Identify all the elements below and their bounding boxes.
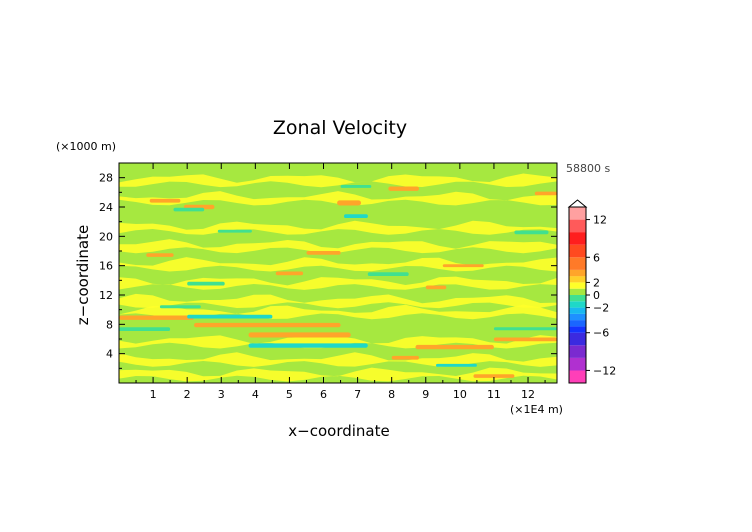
x-axis-label: x−coordinate [288, 422, 389, 440]
colorbar-swatch [569, 301, 586, 308]
field-feature-band [275, 271, 304, 276]
y-axis-label: z−coordinate [74, 225, 92, 325]
field-feature-band [425, 285, 447, 290]
chart-title: Zonal Velocity [273, 117, 407, 139]
field-feature-band [194, 322, 341, 328]
colorbar-swatch [569, 244, 586, 258]
field-stratum [119, 220, 557, 235]
colorbar-swatch [569, 269, 586, 277]
colorbar-swatch [569, 357, 586, 371]
x-tick-label: 4 [252, 388, 259, 401]
field-stratum [119, 304, 557, 320]
plot-frame [118, 162, 558, 384]
field-stratum [119, 293, 557, 309]
field-stratum [119, 367, 557, 382]
y-unit-label: (×1000 m) [56, 140, 116, 153]
time-label: 58800 s [566, 162, 610, 175]
field-feature-band [159, 305, 201, 309]
colorbar-tick-label: 12 [593, 214, 607, 227]
colorbar-swatch [569, 219, 586, 233]
field-feature-band [146, 253, 174, 257]
field-feature-band [187, 314, 273, 319]
colorbar-tick-label: 0 [593, 289, 600, 302]
x-tick-label: 12 [521, 388, 535, 401]
colorbar-swatch [569, 332, 586, 346]
x-tick-label: 7 [354, 388, 361, 401]
field-stratum [119, 352, 557, 367]
colorbar-swatch [569, 232, 586, 245]
field-feature-band [473, 374, 515, 378]
y-tick-label: 4 [106, 348, 113, 361]
colorbar-tick-label: 2 [593, 276, 600, 289]
x-unit-label: (×1E4 m) [510, 403, 563, 416]
colorbar-tick-label: −6 [593, 327, 609, 340]
field-feature-band [514, 230, 549, 235]
colorbar-tick-label: 6 [593, 251, 600, 264]
colorbar-extend-arrow [567, 199, 588, 208]
field-feature-band [217, 229, 252, 233]
x-tick-label: 9 [422, 388, 429, 401]
y-tick-label: 28 [99, 172, 113, 185]
field-feature-band [149, 198, 181, 203]
field-feature-band [187, 281, 225, 286]
field-feature-band [344, 214, 368, 218]
colorbar-swatch [569, 307, 586, 314]
field-feature-band [534, 191, 557, 196]
colorbar-swatch [569, 276, 586, 283]
x-tick-label: 1 [150, 388, 157, 401]
x-tick-label: 11 [487, 388, 501, 401]
x-axis: 1 2 3 4 5 6 7 8 9 10 11 12 [135, 163, 546, 401]
colorbar-swatch [569, 320, 586, 327]
field-feature-band [493, 327, 557, 331]
field-feature-band [493, 337, 557, 342]
field-feature-band [340, 185, 372, 188]
y-axis: 4 8 12 16 20 24 28 [99, 172, 557, 369]
field-stratum [119, 239, 557, 254]
field-feature-band [173, 207, 205, 212]
field-stratum [119, 335, 557, 349]
x-tick-label: 8 [388, 388, 395, 401]
colorbar-swatch [569, 370, 586, 383]
x-tick-label: 2 [184, 388, 191, 401]
y-tick-label: 12 [99, 289, 113, 302]
field-feature-band [442, 264, 484, 268]
colorbar-tick-label: −12 [593, 364, 616, 377]
x-tick-label: 3 [218, 388, 225, 401]
field-stratum [119, 257, 557, 272]
colorbar-swatch [569, 282, 586, 289]
x-tick-label: 6 [320, 388, 327, 401]
field-feature-band [436, 363, 477, 367]
colorbar-swatch [569, 288, 586, 295]
field-feature-band [248, 332, 351, 338]
colorbar-swatch [569, 207, 586, 220]
field-feature-band [337, 200, 361, 206]
field-stratum [119, 173, 557, 188]
colorbar-swatch [569, 326, 586, 333]
field-feature-band [119, 327, 171, 331]
field-feature-band [415, 344, 494, 350]
colorbar: 12 6 20−2 −6 −12 [567, 199, 616, 384]
colorbar-swatch [569, 295, 586, 302]
y-tick-label: 16 [99, 260, 113, 273]
field-feature-band [306, 251, 341, 255]
field-feature-band [367, 272, 409, 276]
colorbar-swatch [569, 345, 586, 358]
field-feature-band [119, 315, 194, 320]
colorbar-swatch [569, 257, 586, 270]
field-feature-band [388, 186, 419, 191]
field-stratum [119, 191, 557, 206]
x-tick-label: 10 [453, 388, 467, 401]
x-tick-label: 5 [286, 388, 293, 401]
y-tick-label: 8 [106, 318, 113, 331]
y-tick-label: 20 [99, 230, 113, 243]
y-tick-label: 24 [99, 201, 113, 214]
colorbar-swatch [569, 313, 586, 321]
field-stratum [119, 276, 557, 290]
zonal-velocity-field [119, 163, 557, 383]
colorbar-tick-label: −2 [593, 302, 609, 315]
field-feature-band [391, 355, 419, 360]
field-feature-band [248, 343, 368, 348]
